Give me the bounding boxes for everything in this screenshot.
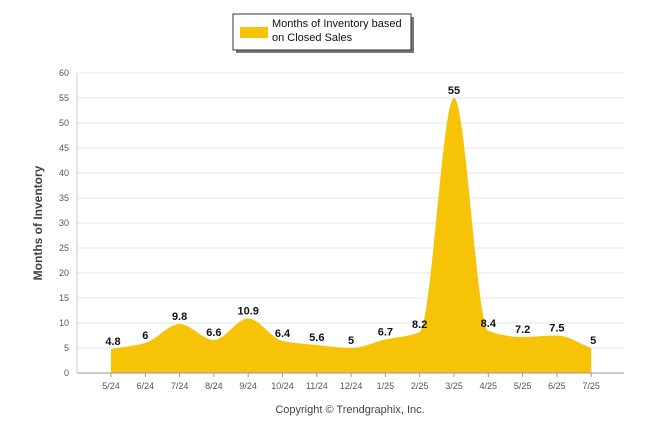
data-label: 6.7 bbox=[378, 327, 393, 339]
x-tick-label: 3/25 bbox=[445, 381, 463, 391]
x-tick-label: 1/25 bbox=[377, 381, 395, 391]
x-tick-label: 7/25 bbox=[582, 381, 600, 391]
x-tick-label: 2/25 bbox=[411, 381, 429, 391]
y-tick-label: 5 bbox=[64, 343, 69, 353]
x-tick-labels: 5/24 6/24 7/24 8/24 9/24 10/24 11/24 12/24 1/25 2… bbox=[102, 373, 600, 391]
y-tick-label: 25 bbox=[59, 243, 69, 253]
chart-area-series bbox=[111, 98, 592, 373]
legend-label-line-1: Months of Inventory based bbox=[272, 18, 402, 30]
x-tick-label: 5/25 bbox=[514, 381, 532, 391]
area-fill bbox=[111, 98, 592, 373]
y-tick-label: 45 bbox=[59, 143, 69, 153]
data-label: 7.2 bbox=[515, 324, 530, 336]
x-tick-label: 8/24 bbox=[205, 381, 223, 391]
data-label: 6 bbox=[142, 330, 148, 342]
x-tick-label: 4/25 bbox=[480, 381, 498, 391]
x-tick-label: 10/24 bbox=[271, 381, 294, 391]
x-tick-label: 12/24 bbox=[340, 381, 363, 391]
x-tick-label: 7/24 bbox=[171, 381, 189, 391]
y-tick-label: 40 bbox=[59, 168, 69, 178]
data-label: 4.8 bbox=[105, 336, 120, 348]
y-tick-label: 20 bbox=[59, 268, 69, 278]
x-tick-label: 6/24 bbox=[137, 381, 155, 391]
data-label: 8.2 bbox=[412, 319, 427, 331]
y-tick-label: 55 bbox=[59, 93, 69, 103]
copyright-text: Copyright © Trendgraphix, Inc. bbox=[275, 404, 424, 416]
data-label: 6.4 bbox=[275, 328, 291, 340]
y-tick-label: 60 bbox=[59, 68, 69, 78]
x-tick-label: 11/24 bbox=[306, 381, 328, 391]
y-tick-label: 50 bbox=[59, 118, 69, 128]
y-tick-label: 10 bbox=[59, 318, 69, 328]
data-label: 8.4 bbox=[481, 318, 497, 330]
data-label: 10.9 bbox=[237, 306, 258, 318]
data-labels: 4.8 6 9.8 6.6 10.9 6.4 5.6 5 6.7 8.2 55 8.4 7.2 7.5 5 bbox=[105, 85, 596, 348]
legend-swatch bbox=[240, 27, 268, 38]
data-label: 7.5 bbox=[549, 323, 564, 335]
y-tick-labels: 0 5 10 15 20 25 30 35 40 45 50 55 60 bbox=[59, 68, 69, 378]
y-tick-label: 35 bbox=[59, 193, 69, 203]
data-label: 5.6 bbox=[309, 332, 324, 344]
legend-label-line-2: on Closed Sales bbox=[272, 32, 353, 44]
data-label: 6.6 bbox=[206, 327, 221, 339]
y-tick-label: 0 bbox=[64, 368, 69, 378]
chart-gridlines bbox=[77, 72, 624, 349]
y-axis-label: Months of Inventory bbox=[31, 165, 45, 280]
chart-legend: Months of Inventory based on Closed Sale… bbox=[232, 13, 414, 53]
x-tick-label: 6/25 bbox=[548, 381, 566, 391]
y-tick-label: 15 bbox=[59, 293, 69, 303]
data-label: 9.8 bbox=[172, 311, 187, 323]
y-tick-label: 30 bbox=[59, 218, 69, 228]
x-tick-label: 9/24 bbox=[239, 381, 257, 391]
data-label: 55 bbox=[448, 85, 460, 97]
chart-axes bbox=[76, 73, 624, 374]
x-tick-label: 5/24 bbox=[102, 381, 120, 391]
data-label: 5 bbox=[348, 335, 354, 347]
data-label: 5 bbox=[590, 335, 596, 347]
